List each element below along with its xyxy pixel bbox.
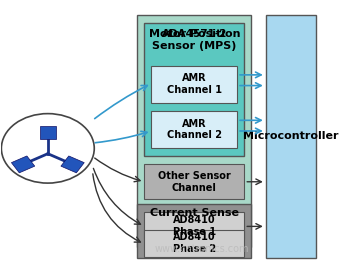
Circle shape — [1, 114, 94, 183]
FancyBboxPatch shape — [137, 204, 251, 258]
Polygon shape — [61, 156, 84, 173]
FancyBboxPatch shape — [152, 111, 237, 148]
FancyBboxPatch shape — [144, 230, 244, 256]
FancyBboxPatch shape — [144, 212, 244, 239]
FancyBboxPatch shape — [152, 66, 237, 103]
FancyBboxPatch shape — [144, 164, 244, 199]
FancyBboxPatch shape — [266, 15, 316, 258]
FancyBboxPatch shape — [137, 15, 251, 247]
Text: AMR
Channel 1: AMR Channel 1 — [167, 73, 222, 95]
Text: Microcontroller: Microcontroller — [243, 131, 338, 141]
FancyBboxPatch shape — [144, 23, 244, 156]
Polygon shape — [12, 156, 35, 173]
Text: Motor Position
Sensor (MPS): Motor Position Sensor (MPS) — [149, 29, 240, 51]
Polygon shape — [40, 126, 56, 139]
Text: Current Sense: Current Sense — [150, 208, 239, 218]
Text: AMR
Channel 2: AMR Channel 2 — [167, 119, 222, 140]
Text: ADA4571-2: ADA4571-2 — [162, 29, 227, 39]
Text: AD8410
Phase 1: AD8410 Phase 1 — [173, 215, 216, 237]
Text: www.cntronics.com: www.cntronics.com — [154, 244, 249, 254]
Text: AD8410
Phase 2: AD8410 Phase 2 — [173, 232, 216, 254]
Text: Other Sensor
Channel: Other Sensor Channel — [158, 171, 231, 193]
